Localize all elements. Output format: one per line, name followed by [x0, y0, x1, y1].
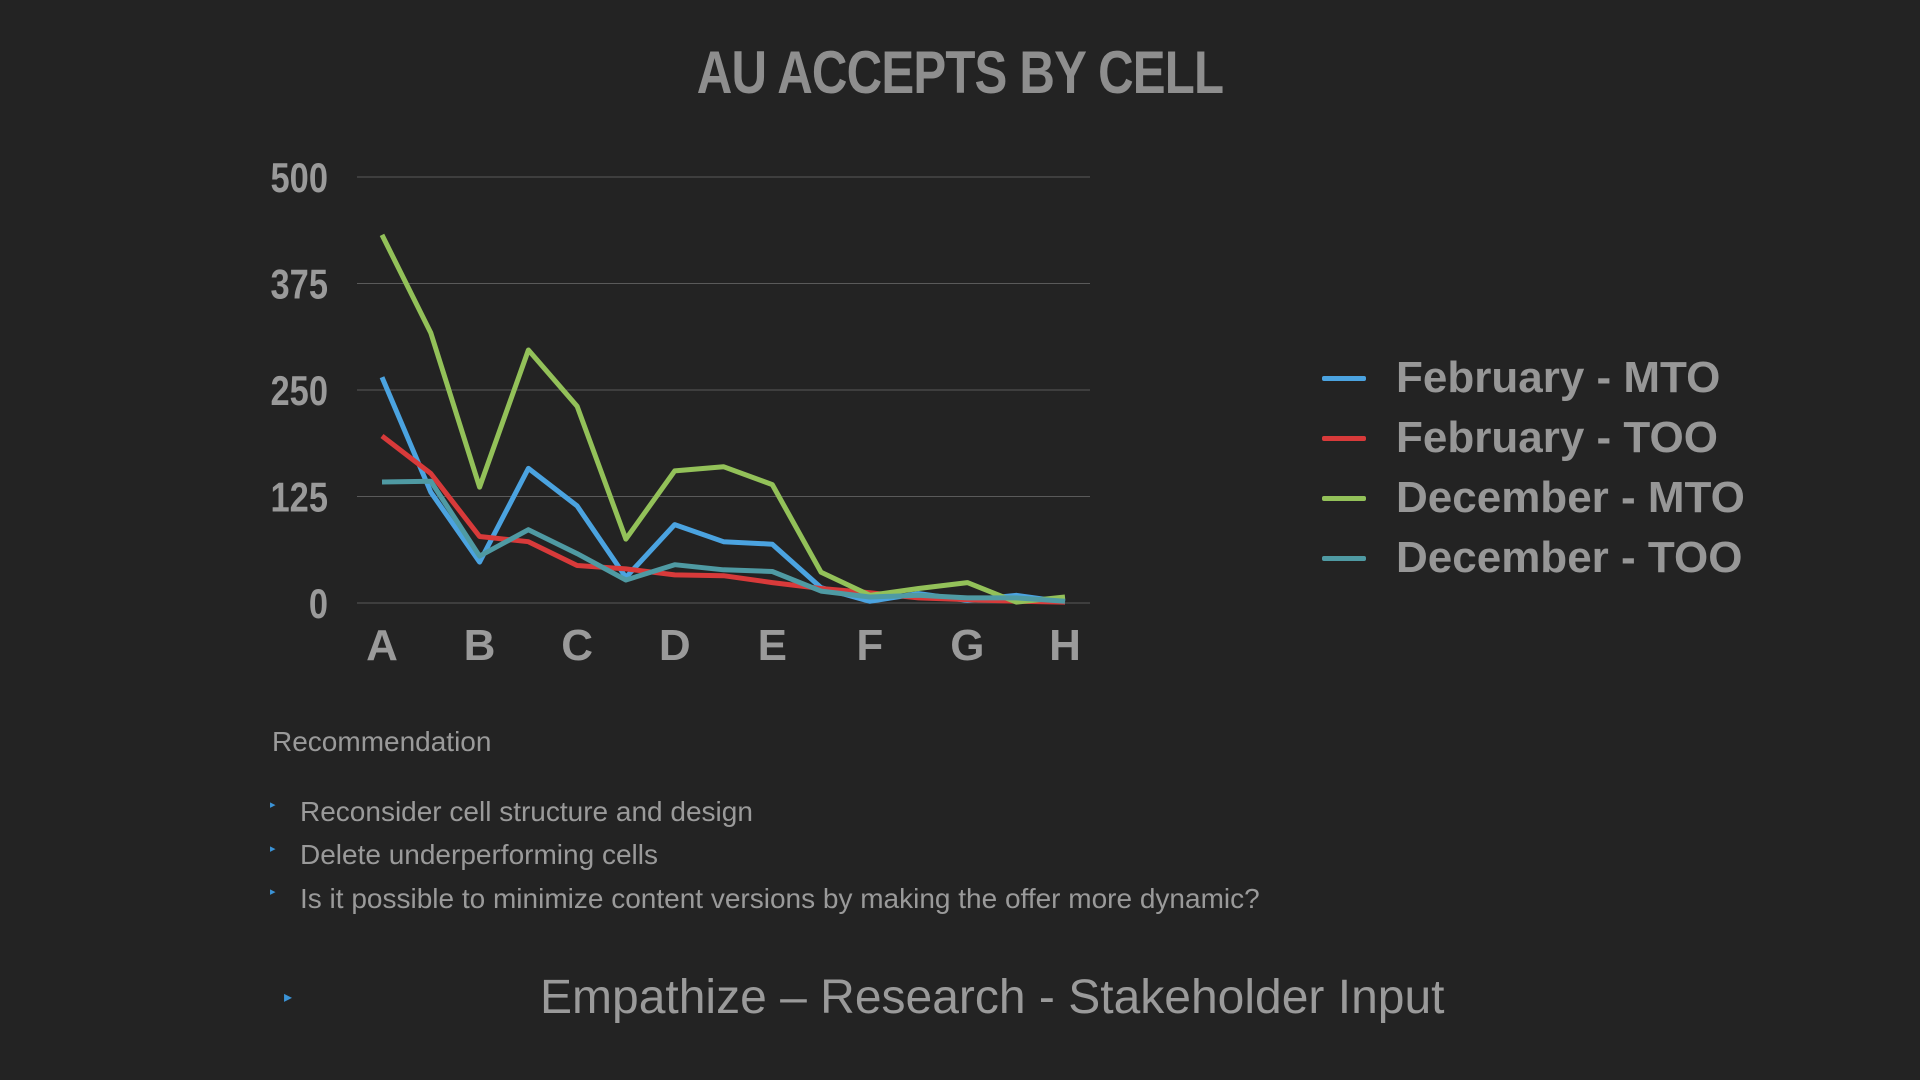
legend-label: February - TOO [1396, 413, 1718, 462]
x-tick-label-f: F [856, 621, 883, 670]
legend-item-february-mto[interactable]: February - MTO [1322, 348, 1745, 408]
x-tick-label-g: G [950, 621, 984, 670]
list-item: ▸ Delete underperforming cells [270, 834, 1260, 878]
x-tick-label-h: H [1049, 621, 1081, 670]
legend-item-december-too[interactable]: December - TOO [1322, 528, 1745, 588]
chart-title: AU ACCEPTS BY CELL [696, 39, 1224, 106]
series-line-december-mto [379, 233, 1066, 605]
y-tick-label: 500 [271, 155, 328, 202]
x-axis-ticks: A B C D E F G H [366, 621, 1081, 670]
recommendation-list: ▸ Reconsider cell structure and design ▸… [270, 790, 1260, 921]
bullet-triangle-icon: ▸ [270, 799, 276, 812]
bullet-triangle-icon: ▸ [270, 842, 276, 855]
y-tick-label: 125 [271, 474, 328, 521]
bullet-triangle-icon: ▸ [270, 886, 276, 899]
recommendation-heading: Recommendation [272, 726, 492, 757]
list-item-text: Reconsider cell structure and design [300, 795, 753, 827]
footer-subtitle: Empathize – Research - Stakeholder Input [540, 971, 1445, 1024]
list-item-text: Is it possible to minimize content versi… [300, 882, 1260, 914]
y-tick-label: 0 [309, 581, 328, 628]
legend-swatch [1322, 435, 1366, 441]
x-tick-label-a: A [366, 621, 398, 670]
legend-item-december-mto[interactable]: December - MTO [1322, 468, 1745, 528]
legend: February - MTO February - TOO December -… [1322, 348, 1745, 588]
legend-swatch [1322, 555, 1366, 561]
y-axis-ticks: 0 125 250 375 500 [271, 155, 328, 628]
list-item-text: Delete underperforming cells [300, 839, 658, 871]
x-tick-label-d: D [659, 621, 691, 670]
y-tick-label: 250 [271, 368, 328, 415]
grid-lines [357, 176, 1090, 604]
list-item: ▸ Reconsider cell structure and design [270, 790, 1260, 834]
footer-bullet-icon: ▸ [284, 989, 293, 1006]
series-lines [379, 233, 1066, 605]
series-line-february-too [380, 434, 1066, 605]
legend-item-february-too[interactable]: February - TOO [1322, 408, 1745, 468]
x-tick-label-c: C [561, 621, 593, 670]
legend-swatch [1322, 495, 1366, 501]
x-tick-label-e: E [758, 621, 787, 670]
legend-swatch [1322, 375, 1366, 381]
series-line-december-too [381, 478, 1066, 604]
y-tick-label: 375 [271, 261, 328, 308]
x-tick-label-b: B [464, 621, 496, 670]
legend-label: December - TOO [1396, 533, 1743, 582]
legend-label: February - MTO [1396, 353, 1721, 402]
list-item: ▸ Is it possible to minimize content ver… [270, 877, 1260, 921]
legend-label: December - MTO [1396, 473, 1745, 522]
